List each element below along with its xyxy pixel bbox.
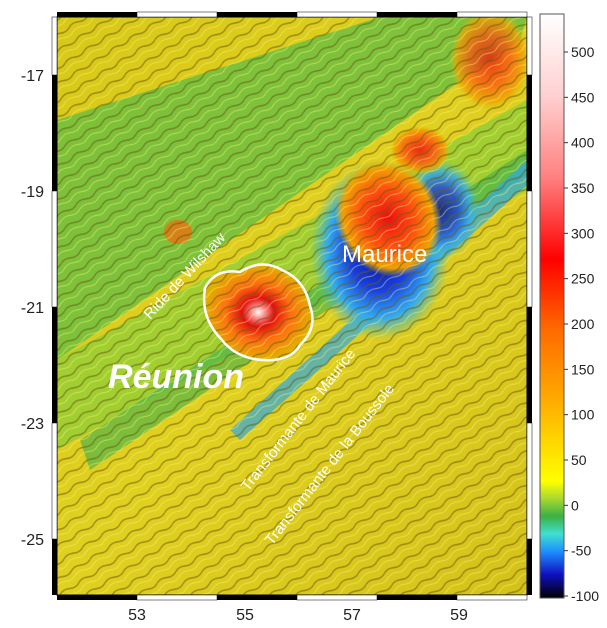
colorbar-tick-label: 250 xyxy=(571,271,595,287)
y-axis: -17 -19 -21 -23 -25 xyxy=(21,68,44,549)
colorbar-tick-label: 100 xyxy=(571,407,595,423)
x-tick-label: 55 xyxy=(236,607,254,624)
y-tick-label: -17 xyxy=(21,68,44,85)
colorbar-gradient xyxy=(539,13,565,599)
label-maurice: Maurice xyxy=(342,241,427,268)
x-axis: 53 55 57 59 xyxy=(128,607,468,624)
colorbar-tick-label: 300 xyxy=(571,225,595,241)
x-tick-label: 59 xyxy=(450,607,468,624)
map-frame xyxy=(51,11,533,601)
colorbar-tick-label: 400 xyxy=(571,135,595,151)
x-tick-label: 53 xyxy=(128,607,146,624)
colorbar-tick-label: 200 xyxy=(571,316,595,332)
reunion-outline xyxy=(202,263,314,362)
colorbar-tick-label: 450 xyxy=(571,89,595,105)
colorbar-tick-label: 350 xyxy=(571,180,595,196)
colorbar-tick-label: 500 xyxy=(571,44,595,60)
colorbar-tick-label: 0 xyxy=(571,497,579,513)
y-tick-label: -23 xyxy=(21,416,44,433)
label-reunion: Réunion xyxy=(108,358,244,396)
y-tick-label: -25 xyxy=(21,532,44,549)
colorbar-tick-label: -100 xyxy=(571,588,599,604)
colorbar-tick-label: 150 xyxy=(571,361,595,377)
colorbar-tick-label: 50 xyxy=(571,452,587,468)
x-tick-label: 57 xyxy=(343,607,361,624)
y-tick-label: -19 xyxy=(21,184,44,201)
colorbar-tick-label: -50 xyxy=(571,543,591,559)
y-tick-label: -21 xyxy=(21,300,44,317)
